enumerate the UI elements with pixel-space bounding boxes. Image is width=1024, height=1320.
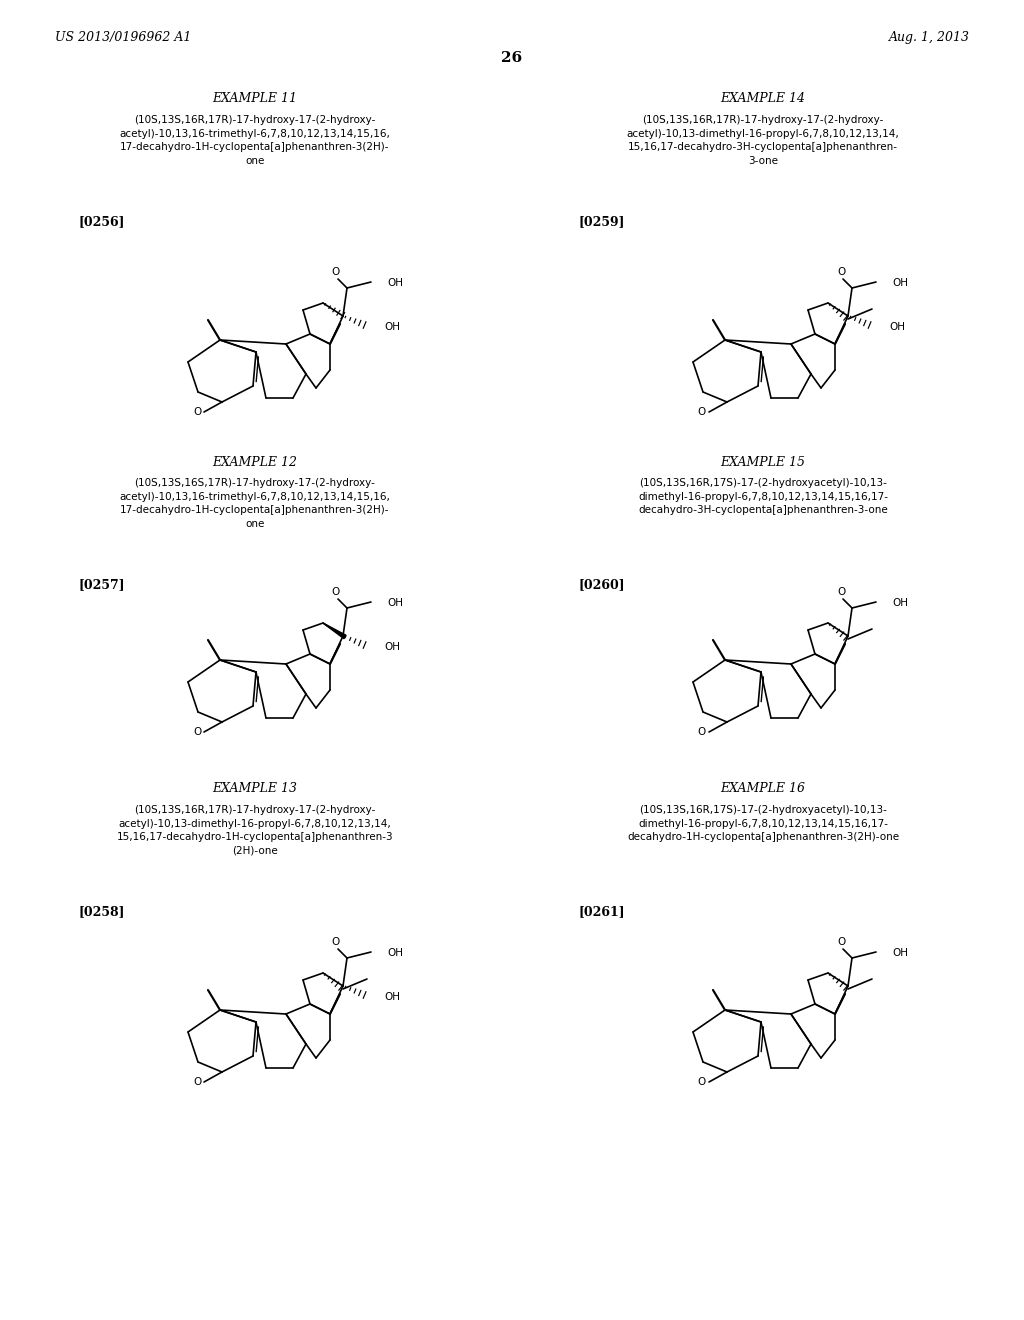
Text: (10S,13S,16R,17R)-17-hydroxy-17-(2-hydroxy-
acetyl)-10,13-dimethyl-16-propyl-6,7: (10S,13S,16R,17R)-17-hydroxy-17-(2-hydro… <box>117 805 393 855</box>
Text: O: O <box>698 1077 707 1086</box>
Text: OH: OH <box>892 279 908 288</box>
Text: OH: OH <box>892 598 908 609</box>
Text: [0256]: [0256] <box>78 215 125 228</box>
Text: O: O <box>332 937 340 946</box>
Text: [0257]: [0257] <box>78 578 125 591</box>
Text: [0261]: [0261] <box>578 906 625 919</box>
Text: US 2013/0196962 A1: US 2013/0196962 A1 <box>55 32 191 45</box>
Text: OH: OH <box>384 993 400 1002</box>
Text: O: O <box>332 587 340 597</box>
Text: O: O <box>698 727 707 737</box>
Text: OH: OH <box>889 322 905 333</box>
Text: O: O <box>837 267 845 277</box>
Text: O: O <box>332 267 340 277</box>
Text: EXAMPLE 15: EXAMPLE 15 <box>721 455 806 469</box>
Text: [0260]: [0260] <box>578 578 625 591</box>
Text: EXAMPLE 14: EXAMPLE 14 <box>721 91 806 104</box>
Text: O: O <box>837 587 845 597</box>
Text: O: O <box>837 937 845 946</box>
Text: (10S,13S,16R,17R)-17-hydroxy-17-(2-hydroxy-
acetyl)-10,13,16-trimethyl-6,7,8,10,: (10S,13S,16R,17R)-17-hydroxy-17-(2-hydro… <box>120 115 390 166</box>
Text: 26: 26 <box>502 51 522 65</box>
Text: (10S,13S,16R,17S)-17-(2-hydroxyacetyl)-10,13-
dimethyl-16-propyl-6,7,8,10,12,13,: (10S,13S,16R,17S)-17-(2-hydroxyacetyl)-1… <box>638 478 888 515</box>
Text: OH: OH <box>892 948 908 958</box>
Text: OH: OH <box>387 598 403 609</box>
Polygon shape <box>323 623 346 639</box>
Text: O: O <box>193 407 201 417</box>
Text: [0259]: [0259] <box>578 215 625 228</box>
Text: O: O <box>193 1077 201 1086</box>
Text: (10S,13S,16R,17R)-17-hydroxy-17-(2-hydroxy-
acetyl)-10,13-dimethyl-16-propyl-6,7: (10S,13S,16R,17R)-17-hydroxy-17-(2-hydro… <box>627 115 899 166</box>
Text: OH: OH <box>384 322 400 333</box>
Text: O: O <box>698 407 707 417</box>
Text: (10S,13S,16R,17S)-17-(2-hydroxyacetyl)-10,13-
dimethyl-16-propyl-6,7,8,10,12,13,: (10S,13S,16R,17S)-17-(2-hydroxyacetyl)-1… <box>627 805 899 842</box>
Text: [0258]: [0258] <box>78 906 125 919</box>
Text: O: O <box>193 727 201 737</box>
Text: EXAMPLE 12: EXAMPLE 12 <box>213 455 298 469</box>
Text: OH: OH <box>387 279 403 288</box>
Text: (10S,13S,16S,17R)-17-hydroxy-17-(2-hydroxy-
acetyl)-10,13,16-trimethyl-6,7,8,10,: (10S,13S,16S,17R)-17-hydroxy-17-(2-hydro… <box>120 478 390 529</box>
Text: EXAMPLE 16: EXAMPLE 16 <box>721 781 806 795</box>
Text: EXAMPLE 11: EXAMPLE 11 <box>213 91 298 104</box>
Text: Aug. 1, 2013: Aug. 1, 2013 <box>889 32 970 45</box>
Text: OH: OH <box>387 948 403 958</box>
Text: EXAMPLE 13: EXAMPLE 13 <box>213 781 298 795</box>
Text: OH: OH <box>384 642 400 652</box>
